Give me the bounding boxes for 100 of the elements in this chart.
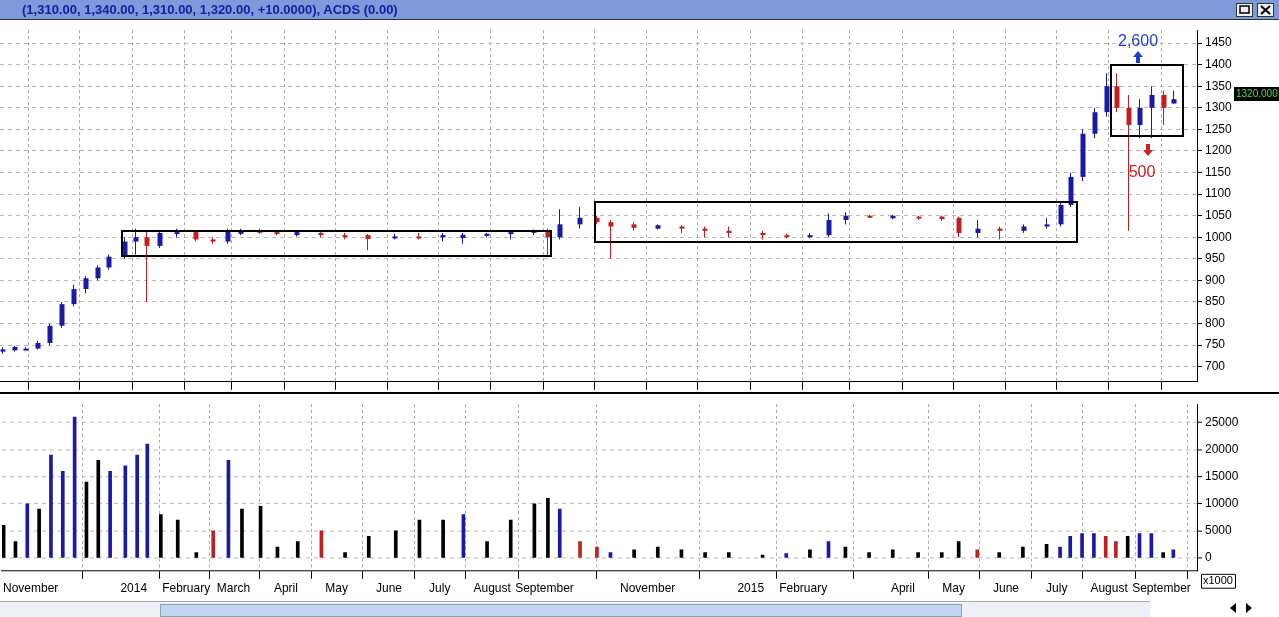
x-tick-label: November <box>3 581 59 596</box>
bar <box>546 497 550 558</box>
y-tick-label: 1200 <box>1205 143 1233 158</box>
candlestick <box>826 213 832 238</box>
text: x1000 <box>1203 574 1233 587</box>
bar <box>578 541 582 558</box>
x-tick-label: 2014 <box>120 581 148 596</box>
bar <box>1058 546 1062 558</box>
x-tick-label: April <box>273 581 298 596</box>
bar <box>211 530 216 558</box>
y-tick-label: 20000 <box>1205 441 1239 456</box>
y-tick-label: 5000 <box>1205 523 1233 538</box>
candlestick <box>1137 98 1143 139</box>
y-tick-label: 25000 <box>1205 414 1239 429</box>
y-tick-label: 1100 <box>1205 186 1232 201</box>
bar <box>916 552 920 558</box>
bar <box>508 519 513 558</box>
bar <box>366 535 371 558</box>
candlestick <box>1149 85 1155 139</box>
x-tick-label: September <box>515 581 574 596</box>
bar <box>632 549 636 558</box>
candlestick <box>557 208 563 240</box>
bar <box>240 508 244 558</box>
bar <box>49 454 53 558</box>
y-tick-label: 1050 <box>1205 208 1233 223</box>
bar <box>1125 535 1130 558</box>
x-tick-label: August <box>473 581 512 596</box>
x-tick-label: 2015 <box>737 581 765 596</box>
x-tick-label: April <box>890 581 915 596</box>
x-tick-label: February <box>162 581 211 596</box>
text: 1320.000 <box>1236 87 1279 99</box>
bar <box>760 554 765 558</box>
annotation: 500 <box>1128 163 1156 181</box>
chart-title: (1,310.00, 1,340.00, 1,310.00, 1,320.00, +10.0000), ACDS (0.00) <box>22 2 398 17</box>
candlestick <box>608 219 614 260</box>
x-tick-label: May <box>942 581 965 596</box>
candlestick <box>1114 72 1120 113</box>
bar <box>1092 533 1096 558</box>
candlestick <box>577 206 583 230</box>
x-tick-label: July <box>1046 581 1068 596</box>
y-tick-label: 850 <box>1205 294 1226 309</box>
x-tick-label: September <box>1132 581 1191 596</box>
annotation: 2,600 <box>1117 32 1159 50</box>
y-tick-label: 10000 <box>1205 496 1239 510</box>
bar <box>194 552 199 558</box>
y-tick-label: 1000 <box>1205 229 1233 244</box>
bar <box>608 552 613 558</box>
bar <box>1021 546 1025 558</box>
bar <box>485 541 489 558</box>
candlestick <box>133 228 139 256</box>
y-tick-label: 950 <box>1205 251 1226 266</box>
bar <box>679 549 684 558</box>
candlestick <box>71 284 77 307</box>
x-tick-label: June <box>376 581 403 596</box>
bar <box>1161 552 1166 558</box>
candlestick <box>1092 107 1098 139</box>
bar <box>703 552 707 558</box>
y-tick-label: 0 <box>1205 550 1213 565</box>
bar <box>867 552 871 558</box>
bar <box>135 454 139 558</box>
bar <box>343 552 347 558</box>
bar <box>441 519 445 558</box>
bar <box>37 508 41 558</box>
bar <box>939 552 944 558</box>
y-tick-label: 750 <box>1205 337 1226 352</box>
y-tick-label: 1350 <box>1205 78 1233 93</box>
x-tick-label: July <box>429 581 451 596</box>
bar <box>1080 533 1084 558</box>
x-tick-label: February <box>779 581 828 596</box>
bar <box>393 530 398 558</box>
y-tick-label: 1450 <box>1205 35 1233 50</box>
bar <box>108 470 112 558</box>
bar <box>96 460 101 558</box>
bar <box>557 508 562 558</box>
y-tick-label: 900 <box>1205 272 1226 287</box>
bar <box>784 553 789 558</box>
bar <box>1114 541 1118 558</box>
bar <box>159 514 163 558</box>
y-tick-label: 1400 <box>1205 57 1233 72</box>
bar <box>726 552 731 558</box>
x-tick-label: March <box>216 581 251 596</box>
bar <box>1171 549 1176 558</box>
y-tick-label: 1250 <box>1205 121 1233 136</box>
bar <box>1103 535 1108 558</box>
candlestick <box>1161 90 1167 126</box>
x-tick-label: May <box>325 581 348 596</box>
bar <box>175 519 180 558</box>
bar <box>997 552 1002 558</box>
candlestick <box>144 230 150 303</box>
bar <box>655 546 660 558</box>
candlestick <box>1058 202 1064 227</box>
bar <box>145 443 150 558</box>
candlestick <box>956 216 962 238</box>
y-tick-label: 700 <box>1205 359 1226 374</box>
x-tick-label: August <box>1090 581 1129 596</box>
bar <box>975 549 980 558</box>
y-tick-label: 800 <box>1205 315 1226 330</box>
bar <box>1068 535 1073 558</box>
candlestick <box>59 301 65 329</box>
bar <box>808 549 812 558</box>
